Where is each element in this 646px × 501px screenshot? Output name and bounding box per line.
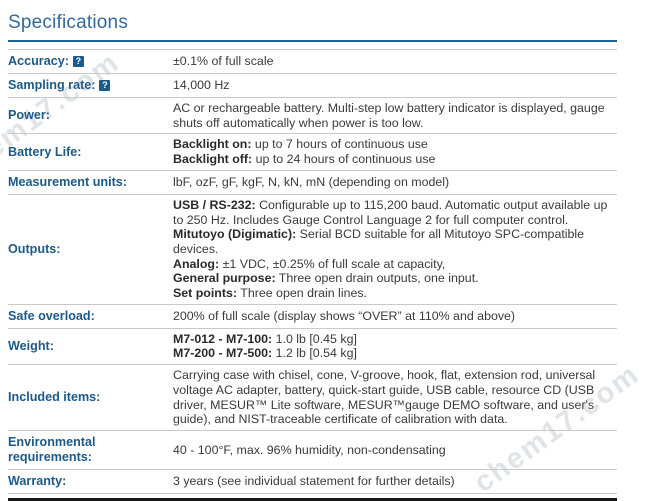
value-line: M7-012 - M7-100: 1.0 lb [0.45 kg] [173, 332, 617, 347]
value-line: General purpose: Three open drain output… [173, 271, 617, 286]
row-value: 3 years (see individual statement for fu… [173, 469, 617, 493]
table-row: Power: AC or rechargeable battery. Multi-… [8, 97, 617, 134]
value-line: USB / RS-232: Configurable up to 115,200… [173, 198, 617, 227]
row-label-cell: Battery Life: [8, 134, 173, 170]
row-label: Environmental requirements: [8, 434, 96, 464]
value-bold-segment: M7-200 - M7-500: [173, 346, 273, 361]
row-label: Included items: [8, 390, 101, 405]
value-text-segment: Serial BCD suitable for all Mitutoyo SPC… [173, 227, 585, 256]
value-bold-segment: Mitutoyo (Digimatic): [173, 227, 297, 242]
table-row: Sampling rate:? 14,000 Hz [8, 73, 617, 98]
value-text-segment: Three open drain lines. [237, 286, 367, 301]
row-label: Weight: [8, 338, 54, 353]
spec-table-body: Accuracy:? ±0.1% of full scale Sampling ra… [8, 49, 617, 494]
row-label: Battery Life: [8, 144, 82, 159]
value-bold-segment: Set points: [173, 286, 238, 301]
help-icon[interactable]: ? [99, 80, 111, 91]
table-row: Safe overload: 200% of full scale (displa… [8, 304, 617, 328]
value-text-segment: lbF, ozF, gF, kgF, N, kN, mN (depending … [173, 174, 450, 189]
value-text-segment: 40 - 100°F, max. 96% humidity, non-conde… [173, 442, 446, 457]
value-line: Carrying case with chisel, cone, V-groov… [173, 368, 617, 427]
row-value: Backlight on: up to 7 hours of continuou… [173, 134, 617, 170]
value-line: lbF, ozF, gF, kgF, N, kN, mN (depending … [173, 175, 617, 190]
row-value: lbF, ozF, gF, kgF, N, kN, mN (depending … [173, 170, 617, 194]
value-text-segment: Carrying case with chisel, cone, V-groov… [173, 368, 596, 427]
value-bold-segment: M7-012 - M7-100: [173, 331, 273, 346]
value-text-segment: Three open drain outputs, one input. [275, 271, 479, 286]
value-text-segment: Configurable up to 115,200 baud. Automat… [173, 197, 608, 227]
row-label: Outputs: [8, 241, 61, 256]
table-row: Battery Life: Backlight on: up to 7 hours… [8, 133, 617, 170]
value-line: 40 - 100°F, max. 96% humidity, non-conde… [173, 443, 617, 458]
row-value: 14,000 Hz [173, 74, 617, 98]
value-line: 3 years (see individual statement for fu… [173, 474, 617, 489]
row-label-cell: Measurement units: [8, 170, 173, 194]
value-text-segment: 3 years (see individual statement for fu… [173, 474, 455, 489]
row-label-cell: Included items: [8, 365, 173, 431]
value-text-segment: ±1 VDC, ±0.25% of full scale at capacity… [219, 256, 446, 271]
value-line: 14,000 Hz [173, 78, 617, 93]
specifications-page: Specifications Accuracy:? ±0.1% of full s… [8, 12, 617, 501]
help-icon[interactable]: ? [72, 56, 84, 67]
row-label: Safe overload: [8, 308, 95, 323]
row-value: M7-012 - M7-100: 1.0 lb [0.45 kg] M7-200 … [173, 328, 617, 364]
row-label: Power: [8, 108, 50, 123]
value-line: Set points: Three open drain lines. [173, 286, 617, 301]
row-label: Sampling rate: [8, 78, 96, 92]
row-value: AC or rechargeable battery. Multi-step l… [173, 98, 617, 134]
value-line: ±0.1% of full scale [173, 54, 617, 69]
row-label-cell: Sampling rate:? [8, 74, 173, 98]
value-text-segment: up to 7 hours of continuous use [251, 137, 428, 152]
table-row: Outputs: USB / RS-232: Configurable up to… [8, 194, 617, 304]
value-text-segment: 200% of full scale (display shows “OVER”… [173, 308, 516, 323]
table-row: Weight: M7-012 - M7-100: 1.0 lb [0.45 kg]… [8, 328, 617, 364]
table-row: Included items: Carrying case with chisel… [8, 364, 617, 431]
page-title: Specifications [8, 12, 129, 33]
value-line: Backlight off: up to 24 hours of continu… [173, 152, 617, 167]
value-line: Backlight on: up to 7 hours of continuou… [173, 137, 617, 152]
row-value: Carrying case with chisel, cone, V-groov… [173, 365, 617, 431]
table-row: Warranty: 3 years (see individual stateme… [8, 469, 617, 494]
row-label-cell: Safe overload: [8, 304, 173, 328]
value-text-segment: ±0.1% of full scale [173, 54, 274, 69]
value-line: AC or rechargeable battery. Multi-step l… [173, 101, 617, 130]
value-bold-segment: Backlight off: [173, 152, 253, 167]
row-label: Accuracy: [8, 54, 69, 68]
row-value: ±0.1% of full scale [173, 50, 617, 74]
value-bold-segment: Backlight on: [173, 137, 252, 152]
row-value: 40 - 100°F, max. 96% humidity, non-conde… [173, 430, 617, 469]
row-value: USB / RS-232: Configurable up to 115,200… [173, 194, 617, 304]
row-value: 200% of full scale (display shows “OVER”… [173, 304, 617, 328]
value-line: M7-200 - M7-500: 1.2 lb [0.54 kg] [173, 346, 617, 361]
row-label: Measurement units: [8, 174, 127, 189]
value-text-segment: 1.2 lb [0.54 kg] [272, 346, 357, 361]
value-bold-segment: General purpose: [173, 271, 276, 286]
title-underline [8, 40, 617, 42]
row-label-cell: Environmental requirements: [8, 430, 173, 469]
row-label-cell: Outputs: [8, 194, 173, 304]
row-label-cell: Accuracy:? [8, 50, 173, 74]
row-label-cell: Weight: [8, 328, 173, 364]
table-row: Accuracy:? ±0.1% of full scale [8, 49, 617, 74]
value-bold-segment: USB / RS-232: [173, 197, 256, 212]
value-bold-segment: Analog: [173, 256, 220, 271]
row-label-cell: Power: [8, 98, 173, 134]
value-text-segment: up to 24 hours of continuous use [252, 152, 436, 167]
value-line: 200% of full scale (display shows “OVER”… [173, 309, 617, 324]
value-text-segment: 14,000 Hz [173, 78, 230, 93]
table-row: Environmental requirements: 40 - 100°F, m… [8, 430, 617, 469]
value-line: Mitutoyo (Digimatic): Serial BCD suitabl… [173, 227, 617, 256]
row-label-cell: Warranty: [8, 469, 173, 493]
value-text-segment: 1.0 lb [0.45 kg] [272, 331, 357, 346]
specifications-table: Accuracy:? ±0.1% of full scale Sampling ra… [8, 49, 617, 494]
table-row: Measurement units: lbF, ozF, gF, kgF, N, … [8, 170, 617, 194]
value-text-segment: AC or rechargeable battery. Multi-step l… [173, 101, 605, 130]
value-line: Analog: ±1 VDC, ±0.25% of full scale at … [173, 257, 617, 272]
